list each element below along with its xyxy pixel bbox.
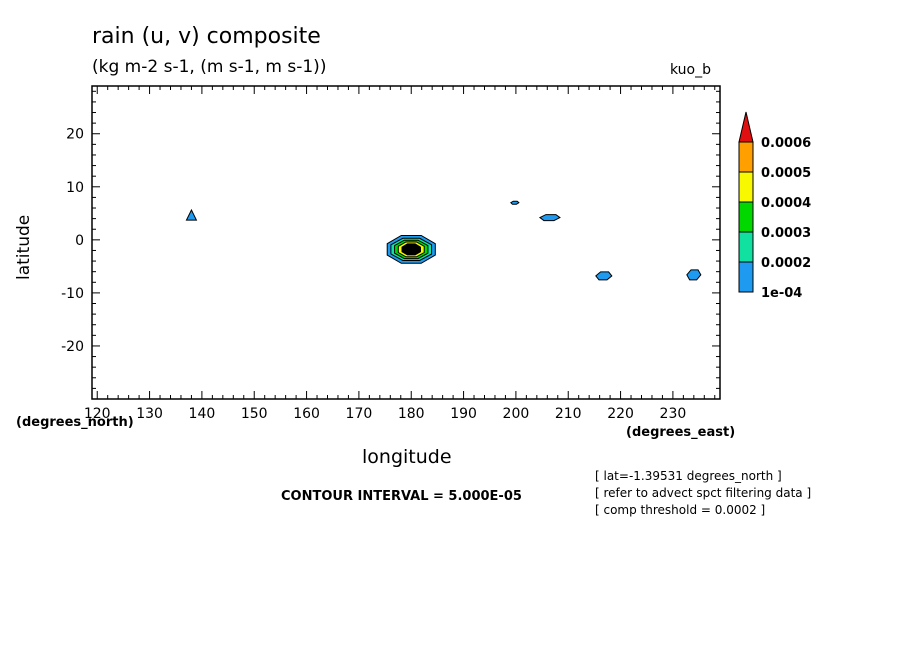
- contour-features: [185, 200, 702, 281]
- y-tick-label: -10: [61, 286, 84, 302]
- y-tick-label: 10: [66, 180, 84, 196]
- colorbar-arrow: [738, 111, 754, 143]
- colorbar-segment: [738, 171, 754, 203]
- contour-peak: [408, 246, 415, 253]
- colorbar-label: 0.0004: [761, 196, 811, 211]
- note-filter: [ refer to advect spct filtering data ]: [595, 486, 812, 500]
- x-tick-label: 170: [346, 406, 373, 422]
- x-tick-label: 140: [189, 406, 216, 422]
- x-tick-label: 130: [136, 406, 163, 422]
- contour-patch: [185, 208, 198, 221]
- x-tick-label: 150: [241, 406, 268, 422]
- colorbar-label: 0.0003: [761, 226, 811, 241]
- x-tick-label: 230: [660, 406, 687, 422]
- x-tick-label: 160: [293, 406, 320, 422]
- chart-title: rain (u, v) composite: [92, 24, 321, 49]
- experiment-tag: kuo_b: [670, 62, 712, 78]
- x-tick-label: 200: [503, 406, 530, 422]
- colorbar-segment: [738, 141, 754, 173]
- y-axis-label: latitude: [14, 214, 34, 280]
- colorbar-segment: [738, 201, 754, 233]
- colorbar-label: 0.0002: [761, 256, 811, 271]
- colorbar-label: 0.0006: [761, 136, 811, 151]
- note-threshold: [ comp threshold = 0.0002 ]: [595, 503, 766, 517]
- x-tick-label: 210: [555, 406, 582, 422]
- colorbar-label: 0.0005: [761, 166, 811, 181]
- chart-subtitle: (kg m-2 s-1, (m s-1, m s-1)): [92, 57, 327, 77]
- contour-patch: [510, 200, 520, 205]
- y-unit-label: (degrees_north): [16, 415, 134, 430]
- contour-patch: [686, 269, 702, 281]
- colorbar-segment: [738, 261, 754, 293]
- plot-frame: [91, 85, 721, 400]
- contour-patch: [595, 271, 613, 281]
- x-tick-label: 220: [607, 406, 634, 422]
- y-tick-label: 20: [66, 127, 84, 143]
- axis-ticks: 120 130 140 150 160 170 180 190 200 210 220 230 20 10…: [61, 86, 720, 422]
- x-unit-label: (degrees_east): [626, 425, 736, 440]
- y-tick-label: 0: [75, 233, 84, 249]
- x-tick-label: 180: [398, 406, 425, 422]
- colorbar-segment: [738, 231, 754, 263]
- colorbar-label: 1e-04: [761, 286, 802, 301]
- x-axis-label: longitude: [362, 446, 452, 468]
- colorbar: 0.0006 0.0005 0.0004 0.0003 0.0002 1e-04: [738, 111, 811, 301]
- note-lat: [ lat=-1.39531 degrees_north ]: [595, 469, 782, 483]
- x-tick-label: 190: [450, 406, 477, 422]
- x-tick-label: 120: [84, 406, 111, 422]
- y-tick-label: -20: [61, 339, 84, 355]
- contour-patch: [538, 214, 561, 222]
- contour-interval: CONTOUR INTERVAL = 5.000E-05: [281, 489, 522, 504]
